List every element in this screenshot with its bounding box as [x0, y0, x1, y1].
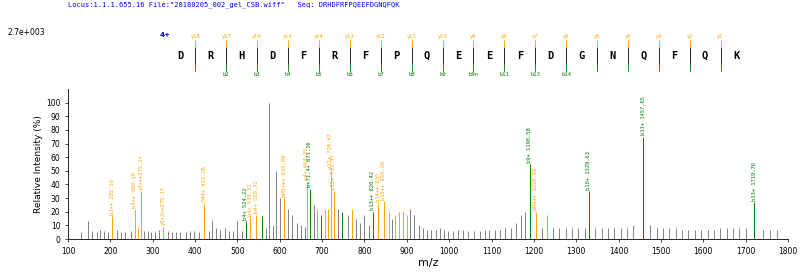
Text: b9+ 1190.58: b9+ 1190.58 [527, 127, 532, 163]
Text: K: K [733, 51, 739, 61]
Text: H: H [238, 51, 245, 61]
Text: Y04+ 422.28: Y04+ 422.28 [202, 167, 207, 202]
Text: bM1++ 1220.59: bM1++ 1220.59 [534, 168, 538, 210]
Text: Q: Q [702, 51, 708, 61]
Text: y8: y8 [501, 34, 507, 39]
Text: y5: y5 [594, 34, 600, 39]
Text: R: R [331, 51, 338, 61]
Text: b2++ 205.10: b2++ 205.10 [110, 179, 115, 215]
Text: b4+ 539.31: b4+ 539.31 [248, 183, 253, 216]
Text: F: F [517, 51, 523, 61]
Text: 4+: 4+ [159, 31, 170, 38]
Text: 2.7e+003: 2.7e+003 [8, 28, 46, 37]
Text: Locus:1.1.1.655.16 File:"20180205_002_gel_CSB.wiff"   Seq: DRHDFRFPQEEFDGNQFQK: Locus:1.1.1.655.16 File:"20180205_002_ge… [68, 1, 399, 8]
Text: b15++ 850.36: b15++ 850.36 [382, 160, 386, 200]
Text: N: N [610, 51, 615, 61]
Text: b11+ 1457.65: b11+ 1457.65 [641, 96, 646, 135]
Text: b14: b14 [561, 72, 571, 77]
Text: b6: b6 [346, 72, 354, 77]
Text: b8: b8 [408, 72, 415, 77]
Text: E: E [486, 51, 492, 61]
Text: y15: y15 [283, 34, 293, 39]
Text: b13: b13 [530, 72, 540, 77]
Text: y16: y16 [252, 34, 262, 39]
Text: b13+ 1719.76: b13+ 1719.76 [752, 162, 757, 201]
Text: b4: b4 [285, 72, 291, 77]
Text: b4+ 524.22: b4+ 524.22 [243, 187, 248, 220]
Text: y9: y9 [470, 34, 477, 39]
Text: y3+++275.17: y3+++275.17 [138, 154, 143, 190]
Text: y6: y6 [563, 34, 570, 39]
Text: y17: y17 [222, 34, 231, 39]
Text: y4: y4 [625, 34, 631, 39]
Text: b4+ 550.31: b4+ 550.31 [254, 181, 259, 213]
Text: Q: Q [424, 51, 430, 61]
Text: Q: Q [640, 51, 646, 61]
Text: b2: b2 [223, 72, 230, 77]
Text: y18: y18 [190, 34, 200, 39]
Text: b10+ 1329.63: b10+ 1329.63 [586, 151, 591, 190]
Text: y12+ 720.47: y12+ 720.47 [328, 134, 333, 170]
Text: b9: b9 [439, 72, 446, 77]
Text: G: G [578, 51, 585, 61]
Text: y7: y7 [532, 34, 538, 39]
Text: R: R [208, 51, 214, 61]
Text: b3++ 260.10: b3++ 260.10 [133, 172, 138, 208]
Text: b5: b5 [316, 72, 322, 77]
Text: F: F [362, 51, 369, 61]
Text: bM1+++ 610.89: bM1+++ 610.89 [282, 155, 286, 197]
Text: y4+ 664.35: y4+ 664.35 [304, 148, 310, 180]
Text: D: D [177, 51, 183, 61]
Text: y13: y13 [345, 34, 354, 39]
Text: b7: b7 [378, 72, 384, 77]
Text: P: P [393, 51, 399, 61]
Text: y13+ 733.47: y13+ 733.47 [331, 154, 337, 190]
Text: b13++ 820.42: b13++ 820.42 [370, 172, 375, 210]
Text: y11: y11 [406, 34, 417, 39]
Text: y2: y2 [686, 34, 693, 39]
Text: D: D [270, 51, 276, 61]
Text: y1: y1 [718, 34, 724, 39]
Text: y10: y10 [438, 34, 447, 39]
Text: b11: b11 [499, 72, 510, 77]
X-axis label: m/z: m/z [418, 259, 438, 269]
Text: b14++ 835: b14++ 835 [375, 173, 381, 202]
Text: F: F [671, 51, 678, 61]
Text: b3: b3 [254, 72, 261, 77]
Text: b+71.4+ 671.36: b+71.4+ 671.36 [307, 142, 312, 187]
Text: y3+2++275.17: y3+2++275.17 [161, 187, 166, 225]
Y-axis label: Relative Intensity (%): Relative Intensity (%) [34, 115, 43, 213]
Text: F: F [301, 51, 306, 61]
Text: y12: y12 [376, 34, 386, 39]
Text: D: D [547, 51, 554, 61]
Text: b9n: b9n [468, 72, 478, 77]
Text: y3: y3 [655, 34, 662, 39]
Text: y14: y14 [314, 34, 324, 39]
Text: E: E [455, 51, 461, 61]
